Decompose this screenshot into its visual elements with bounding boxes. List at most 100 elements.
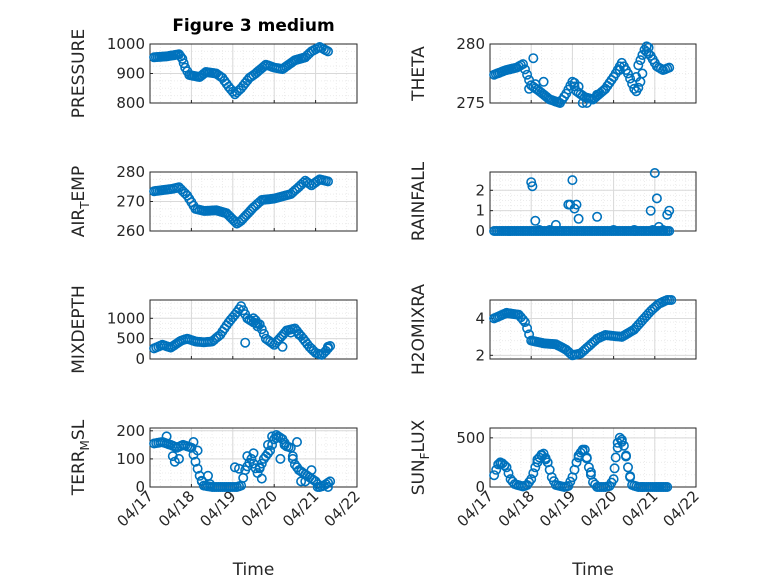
theta-data-point — [633, 82, 644, 93]
sunflux-x-tick-label: 04/19 — [536, 487, 579, 530]
h2omixra-y-axis-label: H2OMIXRA — [409, 284, 429, 375]
terrmsl-data-point — [242, 451, 253, 462]
theta-data-point — [592, 89, 603, 100]
theta-y-axis-label-main: THETA — [409, 46, 429, 102]
sunflux-data-point — [585, 467, 596, 478]
terrmsl-y-tick-label: 100 — [116, 450, 145, 468]
sunflux-y-axis-label-main: SUN — [409, 459, 429, 495]
h2omixra-y-axis-label-main: H2OMIXRA — [409, 284, 429, 375]
mixdepth-y-axis-label-main: MIXDEPTH — [69, 285, 89, 374]
sunflux-data-point — [625, 472, 636, 483]
pressure-y-axis-label: PRESSURE — [69, 29, 89, 118]
airtemp-y-tick-label: 260 — [116, 222, 145, 240]
sunflux-data-point — [620, 450, 631, 461]
theta-data-point — [622, 68, 633, 79]
subplot-mixdepth: 0 500 1000 MIXDEPTH — [69, 285, 358, 374]
theta-data-point — [625, 73, 636, 84]
terrmsl-data-point — [300, 476, 311, 487]
h2omixra-data-point — [517, 314, 528, 325]
theta-data-point — [643, 42, 654, 53]
h2omixra-series — [489, 294, 677, 361]
terrmsl-y-axis-label-main: TERR — [69, 450, 89, 496]
subplot-sunflux: 050004/1704/1804/1904/2004/2104/22TimeSU… — [409, 419, 703, 580]
terrmsl-x-tick-label: 04/21 — [279, 487, 322, 530]
terrmsl-data-point — [291, 436, 302, 447]
sunflux-y-tick-label: 500 — [456, 429, 485, 447]
h2omixra-data-point — [666, 294, 677, 305]
theta-data-point — [573, 81, 584, 92]
sunflux-data-point — [610, 452, 621, 463]
mixdepth-y-tick-label: 0 — [135, 350, 145, 368]
h2omixra-y-tick-label: 4 — [475, 309, 485, 327]
rainfall-y-tick-label: 0 — [475, 222, 485, 240]
sunflux-data-point — [608, 474, 619, 485]
sunflux-data-point — [662, 481, 673, 492]
theta-data-point — [517, 59, 528, 70]
rainfall-data-point — [608, 225, 619, 236]
rainfall-data-point — [571, 199, 582, 210]
terrmsl-data-point — [250, 463, 261, 474]
sunflux-data-point — [577, 444, 588, 455]
sunflux-data-point — [618, 440, 629, 451]
terrmsl-x-tick-label: 04/18 — [155, 487, 198, 530]
theta-data-point — [614, 65, 625, 76]
pressure-data-point — [227, 86, 238, 97]
theta-data-point — [633, 60, 644, 71]
sunflux-data-point — [489, 470, 500, 481]
rainfall-data-point — [664, 205, 675, 216]
terrmsl-data-point — [234, 463, 245, 474]
terrmsl-data-point — [279, 439, 290, 450]
terrmsl-data-point — [262, 439, 273, 450]
sunflux-y-axis-label: SUNFLUX — [409, 419, 432, 495]
rainfall-data-point — [629, 225, 640, 236]
terrmsl-data-point — [306, 465, 317, 476]
mixdepth-data-point — [293, 329, 304, 340]
subplot-theta: 275 280 THETA — [409, 35, 697, 112]
theta-y-axis-label: THETA — [409, 46, 429, 102]
theta-data-point — [522, 69, 533, 80]
terrmsl-data-point — [271, 429, 282, 440]
rainfall-data-point — [544, 225, 555, 236]
h2omixra-data-point — [522, 323, 533, 334]
h2omixra-axes-border — [489, 299, 697, 360]
rainfall-data-point — [530, 215, 541, 226]
pressure-y-tick-label: 900 — [116, 65, 145, 83]
mixdepth-data-point — [322, 341, 333, 352]
mixdepth-data-point — [277, 341, 288, 352]
mixdepth-data-point — [267, 338, 278, 349]
mixdepth-axes-border — [149, 299, 358, 360]
airtemp-y-tick-label: 270 — [116, 193, 145, 211]
h2omixra-data-point — [519, 317, 530, 328]
theta-data-point — [528, 53, 539, 64]
terrmsl-x-tick-label: 04/19 — [196, 487, 239, 530]
theta-data-point — [519, 64, 530, 75]
terrmsl-y-axis-label-subscript: M — [78, 440, 92, 450]
sunflux-data-point — [622, 462, 633, 473]
terrmsl-data-point — [254, 462, 265, 473]
pressure-data-point — [177, 53, 188, 64]
subplot-pressure: 800 900 1000 PRESSURE Figure 3 medium — [69, 16, 358, 118]
sunflux-x-tick-label: 04/22 — [660, 487, 703, 530]
terrmsl-data-point — [188, 436, 199, 447]
terrmsl-data-point — [256, 473, 267, 484]
sunflux-x-axis-label: Time — [571, 560, 614, 580]
terrmsl-data-point — [312, 481, 323, 492]
sunflux-y-axis-label-subscript: F — [418, 452, 432, 459]
terrmsl-y-axis-label: TERRMSL — [69, 419, 92, 496]
mixdepth-series — [149, 301, 336, 360]
terrmsl-data-point — [322, 481, 333, 492]
sunflux-y-tick-label: 0 — [475, 478, 485, 496]
rainfall-data-point — [649, 168, 660, 179]
terrmsl-data-point — [205, 479, 216, 490]
terrmsl-x-tick-label: 04/20 — [238, 487, 281, 530]
airtemp-data-point — [322, 176, 333, 187]
mixdepth-y-tick-label: 500 — [116, 330, 145, 348]
airtemp-y-tick-label: 280 — [116, 163, 145, 181]
airtemp-y-axis-label-main: AIR — [69, 209, 89, 238]
theta-y-tick-label: 275 — [456, 94, 485, 112]
sunflux-data-point — [499, 460, 510, 471]
mixdepth-y-tick-label: 1000 — [107, 309, 145, 327]
sunflux-data-point — [571, 457, 582, 468]
